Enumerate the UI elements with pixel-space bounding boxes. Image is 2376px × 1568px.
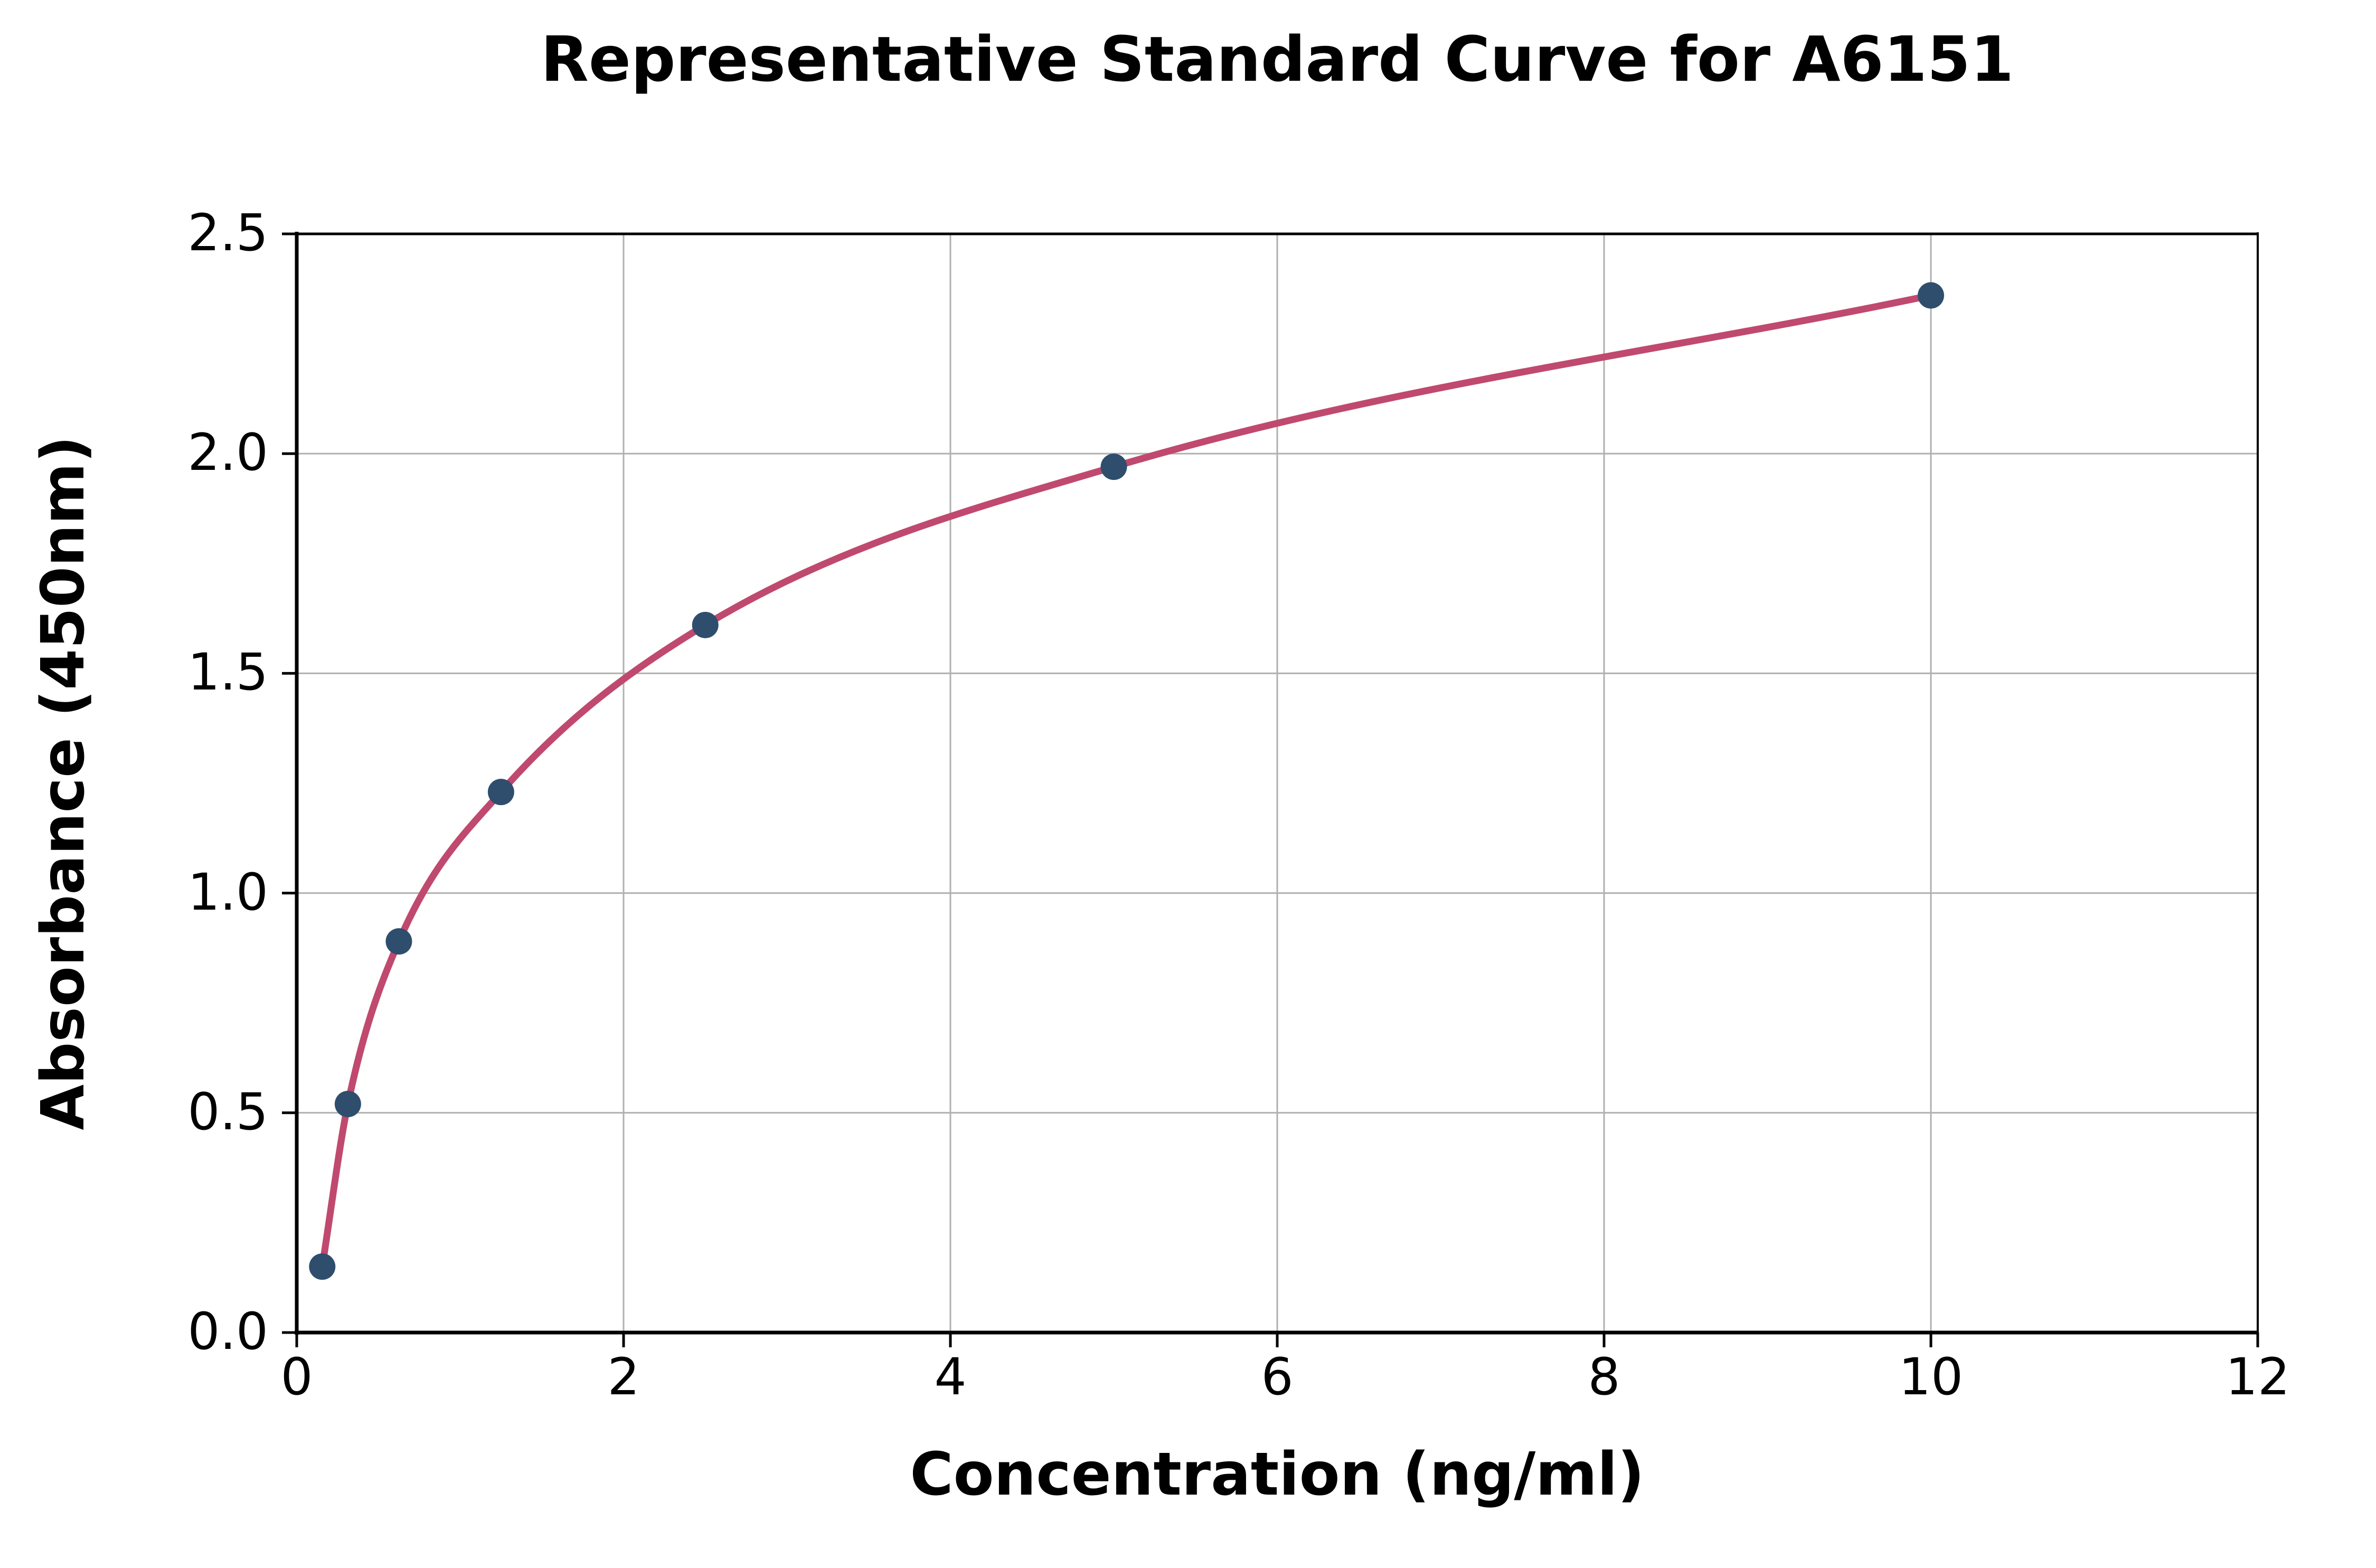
data-point-marker bbox=[1918, 282, 1944, 309]
y-tick-label: 0.0 bbox=[187, 1302, 268, 1362]
data-point-marker bbox=[334, 1091, 361, 1118]
data-point-marker bbox=[1100, 454, 1127, 480]
y-axis-label: Absorbance (450nm) bbox=[29, 436, 98, 1130]
chart-title: Representative Standard Curve for A6151 bbox=[541, 23, 2014, 96]
x-tick-label: 0 bbox=[280, 1347, 313, 1406]
x-tick-label: 6 bbox=[1261, 1347, 1294, 1406]
data-point-marker bbox=[385, 928, 412, 955]
x-tick-label: 10 bbox=[1898, 1347, 1964, 1406]
x-tick-label: 12 bbox=[2225, 1347, 2290, 1406]
x-tick-label: 4 bbox=[934, 1347, 967, 1406]
data-point-marker bbox=[309, 1253, 336, 1280]
data-point-marker bbox=[487, 779, 514, 806]
y-tick-label: 2.5 bbox=[187, 203, 268, 263]
fitted-curve bbox=[318, 292, 1935, 1270]
data-point-marker bbox=[692, 611, 719, 638]
y-tick-label: 0.5 bbox=[187, 1082, 268, 1141]
x-axis-label: Concentration (ng/ml) bbox=[910, 1440, 1645, 1509]
x-tick-label: 2 bbox=[607, 1347, 640, 1406]
y-tick-label: 1.0 bbox=[187, 862, 268, 922]
y-tick-label: 1.5 bbox=[187, 643, 268, 702]
x-tick-label: 8 bbox=[1588, 1347, 1620, 1406]
y-tick-label: 2.0 bbox=[187, 423, 268, 483]
